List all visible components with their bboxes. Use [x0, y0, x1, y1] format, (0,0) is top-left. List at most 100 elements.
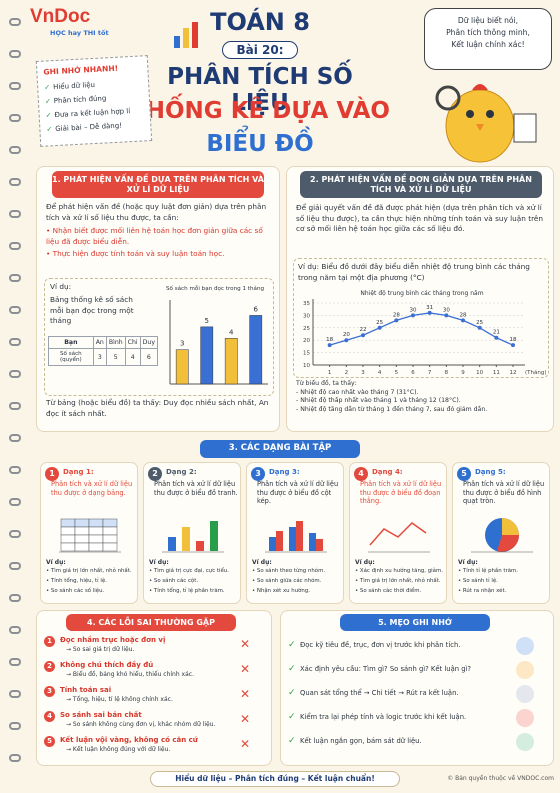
exercise-card: 1 Dạng 1: Phân tích và xử lí dữ liệu thu đ…	[40, 462, 138, 604]
copyright: © Bản quyền thuộc về VNDOC.com	[447, 775, 554, 782]
icon-bar	[269, 537, 276, 551]
data-label: 28	[393, 312, 400, 318]
section-heading: 3. CÁC DẠNG BÀI TẬP	[200, 440, 360, 458]
card-desc: Phân tích và xử lí dữ liệu thu được ở dạ…	[51, 480, 133, 497]
quick-notes-title: GHI NHỚ NHANH!	[43, 63, 119, 77]
icon-cell	[88, 526, 104, 536]
speech-bubble: Dữ liệu biết nói, Phân tích thông minh, …	[424, 8, 552, 70]
x-tick-label: 3	[361, 370, 365, 376]
section-heading: 4. CÁC LỖI SAI THƯỜNG GẶP	[66, 614, 236, 631]
x-tick-label: 1	[328, 370, 332, 376]
chart-title: Số sách mỗi bạn đọc trong 1 tháng	[166, 285, 265, 292]
title-line: THỐNG KÊ DỰA VÀO	[130, 98, 390, 124]
chart-title: Nhiệt độ trung bình các tháng trong năm	[360, 290, 483, 297]
mascot-eye	[466, 110, 474, 118]
example-item: • So sánh theo từng nhóm.	[252, 568, 326, 574]
bullet: • Nhận biết được mối liên hệ toán học đơ…	[46, 226, 263, 246]
icon-bar	[183, 28, 189, 48]
tip-text: Đọc kỹ tiêu đề, trục, đơn vị trước khi p…	[300, 641, 461, 649]
example-item: • Xác định xu hướng tăng, giảm.	[355, 568, 443, 574]
data-point	[511, 343, 515, 348]
notebook-ring	[9, 498, 21, 506]
notebook-ring	[9, 146, 21, 154]
check-icon: ✓	[288, 640, 296, 650]
icon-cell	[102, 542, 118, 552]
icon-bar	[309, 533, 316, 551]
mascot	[435, 84, 537, 163]
notebook-ring	[9, 242, 21, 250]
icon-bar	[210, 521, 218, 551]
icon-slice	[497, 535, 519, 552]
data-label: 4	[229, 328, 234, 336]
icon-cell	[88, 534, 104, 544]
notebook-ring	[9, 18, 21, 26]
table-caption: Bảng thống kê số sách mỗi bạn đọc trong …	[50, 295, 134, 325]
example-label: Ví dụ:	[149, 559, 169, 566]
bubble-line: Dữ liệu biết nói,	[457, 16, 519, 25]
y-tick-label: 15	[303, 351, 310, 357]
cross-icon: ✕	[240, 662, 251, 676]
bullet-text: Thực hiện được tính toán và suy luận toá…	[52, 249, 225, 258]
chart-icon	[174, 22, 198, 48]
section-5	[280, 610, 554, 766]
note-text: Giải bài – Dễ dàng!	[55, 121, 123, 134]
error-number: 3	[44, 686, 55, 697]
error-number: 1	[44, 636, 55, 647]
data-point	[361, 333, 365, 338]
example-item: • So sánh các cột.	[149, 578, 199, 584]
card-desc: Phân tích và xử lí dữ liệu thu được ở bi…	[257, 480, 339, 506]
icon-slice	[502, 518, 519, 535]
tip-icon	[516, 637, 534, 655]
x-tick-label: 2	[345, 370, 349, 376]
tip-text: Kiểm tra lại phép tính và logic trước kh…	[300, 713, 467, 721]
table-row: Bạn An Bình Chi Duy	[48, 336, 159, 349]
notebook-ring	[9, 306, 21, 314]
x-tick-label: 5	[395, 370, 399, 376]
example-item: • So sánh các số liệu.	[46, 588, 105, 594]
example-item: • Tìm giá trị lớn nhất, nhỏ nhất.	[355, 578, 441, 584]
title-line: BIỂU ĐỒ	[206, 131, 314, 157]
line-chart: Nhiệt độ trung bình các tháng trong năm 1…	[303, 290, 546, 376]
notebook-ring	[9, 210, 21, 218]
example-item: • Tìm giá trị lớn nhất, nhỏ nhất.	[46, 568, 132, 574]
card-desc: Phân tích và xử lí dữ liệu thu được ở bi…	[360, 480, 442, 506]
data-label: 3	[180, 340, 184, 348]
card-label: Dạng 2:	[166, 468, 197, 476]
x-tick-label: 6	[411, 370, 415, 376]
logo-slogan: HỌC hay THI tốt	[50, 29, 109, 37]
mascot-comb	[472, 84, 488, 90]
icon-bar	[196, 541, 204, 551]
section-heading: 5. MẸO GHI NHỚ	[340, 614, 490, 631]
data-label: 30	[410, 307, 417, 313]
example-box	[293, 258, 549, 378]
intro-text: Để phát hiện vấn đề (hoặc quy luật đơn g…	[46, 202, 267, 222]
note-text: Hiểu dữ liệu	[52, 80, 96, 92]
section-2	[286, 166, 554, 432]
card-number: 3	[251, 467, 265, 481]
notebook-ring	[9, 754, 21, 762]
card-icon	[471, 518, 533, 553]
card-icon	[265, 521, 327, 553]
error-number: 2	[44, 661, 55, 672]
conclusion-lead: Từ biểu đồ, ta thấy:	[296, 380, 357, 387]
card-icon	[59, 518, 121, 553]
mascot-beak	[476, 124, 484, 131]
note-text: Phân tích đúng	[53, 94, 107, 106]
data-point	[327, 343, 332, 348]
title-line: PHÂN TÍCH SỐ LIỆU	[167, 64, 353, 116]
cross-icon: ✕	[240, 712, 251, 726]
data-point	[377, 325, 382, 330]
notebook-ring	[9, 626, 21, 634]
check-icon: ✓	[45, 111, 52, 120]
icon-bar	[192, 22, 198, 48]
notebook-ring	[9, 466, 21, 474]
x-tick-label: 10	[476, 370, 483, 376]
bar	[224, 338, 238, 385]
icon-cell	[88, 518, 104, 528]
icon-cell	[102, 534, 118, 544]
tip-icon	[516, 685, 534, 703]
example-item: • So sánh các thời điểm.	[355, 588, 422, 594]
check-icon: ✓	[44, 97, 52, 106]
data-label: 30	[443, 307, 450, 313]
table-cell: Bạn	[48, 336, 94, 349]
